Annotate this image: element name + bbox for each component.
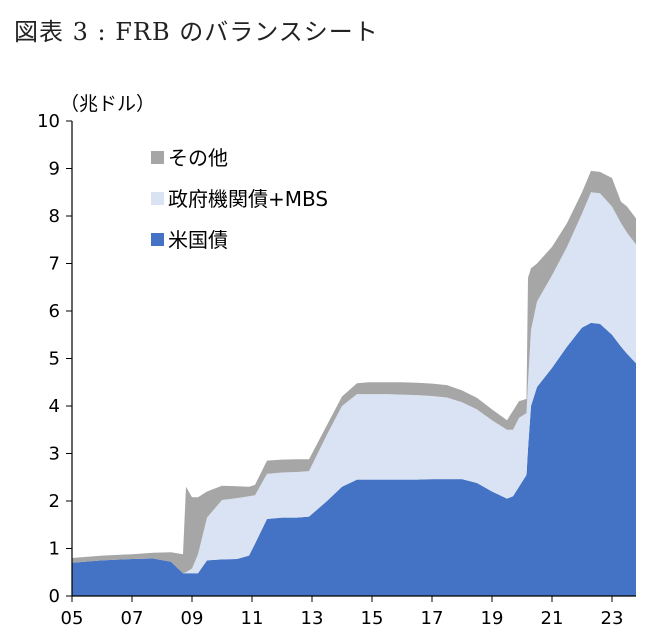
y-tick-label: 0 (49, 586, 60, 607)
legend-label: 米国債 (168, 228, 228, 252)
x-tick-label: 17 (421, 608, 444, 629)
y-tick-label: 10 (37, 111, 60, 132)
y-tick-label: 1 (49, 539, 60, 560)
x-tick-label: 09 (181, 608, 204, 629)
x-tick-label: 05 (61, 608, 84, 629)
y-tick-label: 7 (49, 254, 60, 275)
series-area-1 (72, 192, 636, 574)
y-tick-label: 9 (49, 159, 60, 180)
legend-label: 政府機関債+MBS (168, 187, 328, 211)
legend-swatch (151, 233, 164, 246)
series-area-2 (72, 170, 636, 574)
y-tick-label: 6 (49, 301, 60, 322)
legend-swatch (151, 151, 164, 164)
y-tick-label: 5 (49, 349, 60, 370)
x-tick-label: 15 (361, 608, 384, 629)
y-tick-label: 3 (49, 444, 60, 465)
y-tick-label: 8 (49, 206, 60, 227)
x-tick-label: 23 (601, 608, 624, 629)
x-tick-label: 07 (121, 608, 144, 629)
x-tick-label: 11 (241, 608, 264, 629)
legend-label: その他 (168, 146, 228, 170)
legend-swatch (151, 192, 164, 205)
x-tick-label: 13 (301, 608, 324, 629)
figure-title: 図表 3 : FRB のバランスシート (14, 18, 379, 46)
y-unit-label: （兆ドル） (60, 93, 155, 115)
y-tick-label: 2 (49, 491, 60, 512)
x-tick-label: 19 (481, 608, 504, 629)
y-tick-label: 4 (49, 396, 60, 417)
series-area-0 (72, 322, 636, 596)
x-tick-label: 21 (541, 608, 564, 629)
stacked-areas (72, 170, 636, 596)
